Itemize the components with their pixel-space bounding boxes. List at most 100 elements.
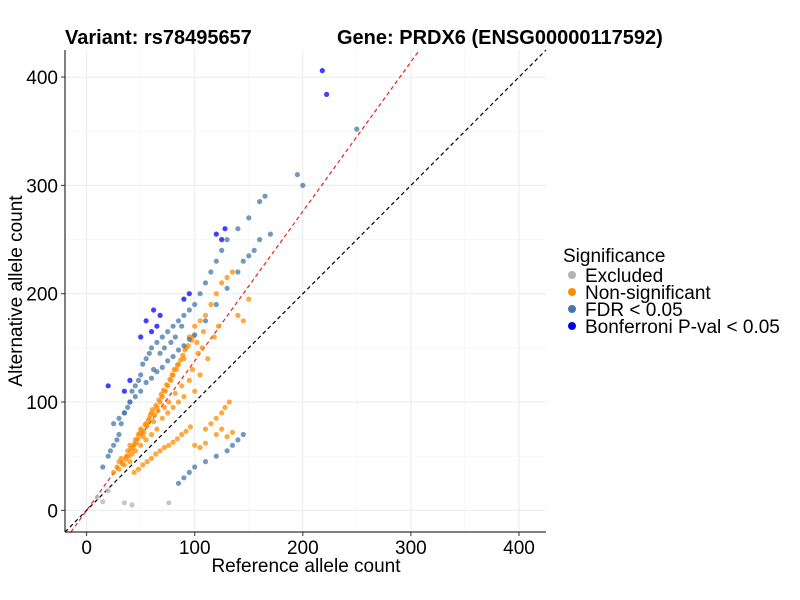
legend-label-bonferroni: Bonferroni P-val < 0.05	[585, 317, 780, 338]
x-tick-label: 300	[395, 538, 427, 559]
point-non-significant	[183, 428, 189, 434]
point-fdr-0-05	[229, 442, 236, 448]
point-non-significant	[174, 362, 180, 368]
point-fdr-0-05	[129, 388, 135, 394]
point-fdr-0-05	[116, 431, 122, 438]
point-fdr-0-05	[202, 459, 209, 465]
point-non-significant	[202, 426, 209, 432]
point-non-significant	[180, 352, 186, 358]
point-non-significant	[145, 417, 151, 423]
point-non-significant	[169, 372, 175, 378]
point-non-significant	[128, 446, 134, 452]
point-bonferroni-p-val-0-05	[186, 291, 192, 297]
point-fdr-0-05	[159, 334, 165, 340]
point-non-significant	[219, 280, 225, 286]
point-non-significant	[215, 323, 222, 329]
point-fdr-0-05	[294, 172, 300, 178]
point-non-significant	[199, 345, 205, 351]
point-fdr-0-05	[186, 469, 192, 475]
legend-label-non-significant: Non-significant	[585, 283, 711, 304]
point-non-significant	[148, 431, 155, 438]
point-excluded	[121, 500, 127, 506]
point-non-significant	[170, 404, 176, 410]
point-bonferroni-p-val-0-05	[143, 318, 149, 324]
point-fdr-0-05	[175, 318, 182, 324]
x-tick-label: 0	[81, 538, 92, 559]
legend-key-excluded	[568, 271, 576, 279]
point-non-significant	[166, 442, 172, 448]
point-non-significant	[192, 388, 198, 394]
point-non-significant	[164, 382, 170, 388]
point-excluded	[129, 502, 135, 508]
point-fdr-0-05	[146, 350, 152, 356]
chart-title-variant: Variant: rs78495657	[65, 27, 252, 49]
point-fdr-0-05	[192, 332, 198, 338]
point-bonferroni-p-val-0-05	[127, 377, 133, 383]
point-non-significant	[170, 439, 176, 445]
point-bonferroni-p-val-0-05	[157, 312, 163, 318]
point-fdr-0-05	[100, 464, 106, 470]
point-non-significant	[175, 399, 182, 405]
point-bonferroni-p-val-0-05	[138, 334, 144, 340]
point-non-significant	[167, 376, 173, 382]
point-bonferroni-p-val-0-05	[121, 388, 127, 394]
point-non-significant	[144, 459, 150, 465]
point-non-significant	[224, 274, 230, 281]
point-fdr-0-05	[192, 301, 198, 308]
point-fdr-0-05	[107, 448, 113, 454]
point-fdr-0-05	[168, 339, 174, 345]
x-axis-label: Reference allele count	[211, 556, 401, 577]
point-fdr-0-05	[181, 475, 187, 481]
x-tick-label: 100	[179, 538, 211, 559]
y-tick-label: 200	[26, 285, 58, 306]
point-non-significant	[116, 466, 122, 472]
point-fdr-0-05	[197, 291, 203, 297]
point-fdr-0-05	[138, 388, 144, 394]
point-fdr-0-05	[127, 399, 133, 405]
legend-label-fdr: FDR < 0.05	[585, 300, 683, 321]
point-non-significant	[150, 407, 156, 413]
point-fdr-0-05	[181, 312, 187, 318]
point-fdr-0-05	[170, 323, 176, 329]
point-non-significant	[189, 366, 196, 373]
point-non-significant	[185, 343, 191, 349]
point-non-significant	[182, 347, 188, 353]
point-fdr-0-05	[235, 269, 241, 275]
point-non-significant	[161, 444, 167, 451]
point-fdr-0-05	[135, 377, 142, 383]
point-non-significant	[174, 436, 180, 442]
point-fdr-0-05	[213, 453, 219, 459]
point-fdr-0-05	[208, 269, 214, 275]
point-non-significant	[229, 269, 236, 275]
point-non-significant	[152, 412, 158, 418]
point-non-significant	[240, 318, 246, 324]
point-fdr-0-05	[251, 247, 257, 253]
point-non-significant	[119, 461, 125, 467]
point-non-significant	[229, 429, 236, 435]
y-tick-label: 0	[47, 501, 58, 522]
point-bonferroni-p-val-0-05	[105, 383, 111, 389]
point-non-significant	[134, 436, 140, 442]
reference-line-identity	[64, 49, 547, 533]
point-non-significant	[200, 329, 206, 335]
point-fdr-0-05	[224, 448, 230, 454]
point-fdr-0-05	[143, 379, 149, 386]
point-non-significant	[147, 412, 153, 418]
y-tick-label: 400	[26, 68, 58, 89]
point-non-significant	[153, 451, 159, 457]
point-non-significant	[161, 404, 167, 410]
point-fdr-0-05	[192, 464, 198, 470]
point-bonferroni-p-val-0-05	[148, 329, 155, 335]
point-non-significant	[195, 350, 201, 356]
point-fdr-0-05	[111, 442, 117, 448]
point-non-significant	[219, 410, 225, 416]
point-non-significant	[226, 399, 232, 405]
point-fdr-0-05	[125, 404, 131, 410]
point-fdr-0-05	[235, 226, 241, 232]
point-non-significant	[224, 434, 230, 440]
point-fdr-0-05	[224, 285, 230, 291]
point-bonferroni-p-val-0-05	[154, 323, 160, 329]
point-fdr-0-05	[262, 193, 268, 199]
point-fdr-0-05	[300, 182, 306, 188]
